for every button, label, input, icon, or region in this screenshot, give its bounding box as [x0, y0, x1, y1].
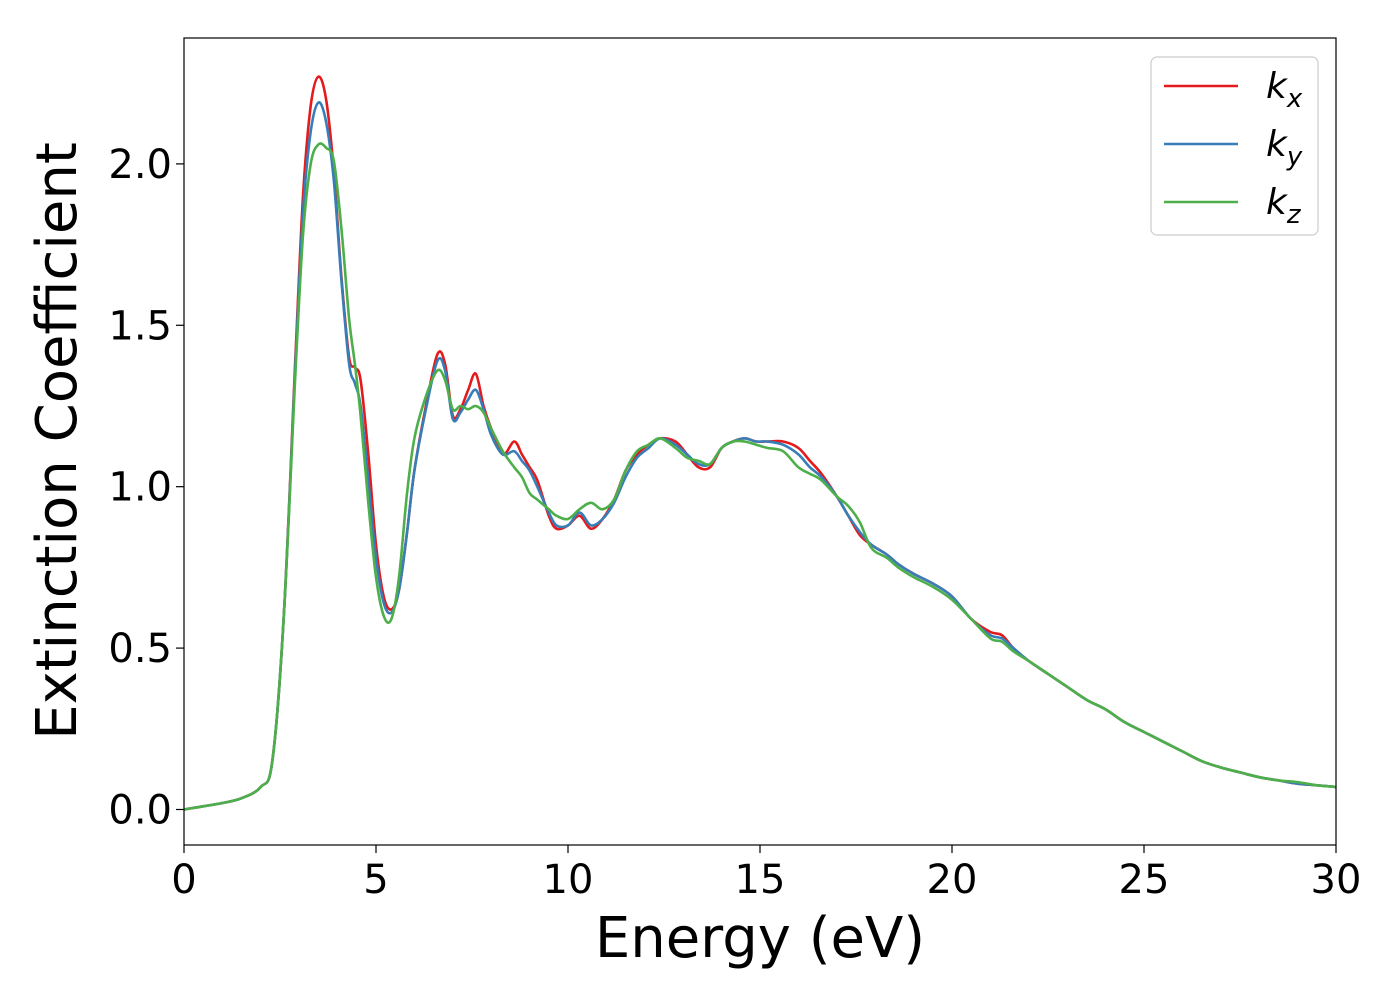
x-axis-label: Energy (eV) — [595, 906, 925, 971]
series-lines — [183, 75, 1337, 811]
x-tick-label: 0 — [171, 857, 196, 903]
x-tick-label: 20 — [927, 857, 978, 903]
x-tick-label: 25 — [1119, 857, 1170, 903]
y-axis-label: Extinction Coefficient — [25, 142, 90, 740]
y-axis: 0.0 0.5 1.0 1.5 2.0 — [108, 142, 184, 833]
y-tick-label: 0.5 — [108, 626, 172, 672]
legend: kx ky kz — [1150, 56, 1319, 236]
x-tick-label: 15 — [735, 857, 786, 903]
x-tick-label: 30 — [1311, 857, 1362, 903]
y-tick-label: 1.0 — [108, 465, 172, 511]
legend-label-y: ky — [1266, 124, 1303, 172]
legend-frame — [1150, 56, 1319, 236]
series-line-z — [183, 142, 1337, 811]
x-tick-label: 5 — [363, 857, 388, 903]
y-tick-label: 2.0 — [108, 142, 172, 188]
legend-label-z: kz — [1266, 182, 1302, 230]
legend-label-x: kx — [1266, 66, 1303, 114]
y-tick-label: 0.0 — [108, 787, 172, 833]
x-axis: 0 5 10 15 20 25 30 — [171, 845, 1361, 903]
x-tick-label: 10 — [543, 857, 594, 903]
y-tick-label: 1.5 — [108, 303, 172, 349]
